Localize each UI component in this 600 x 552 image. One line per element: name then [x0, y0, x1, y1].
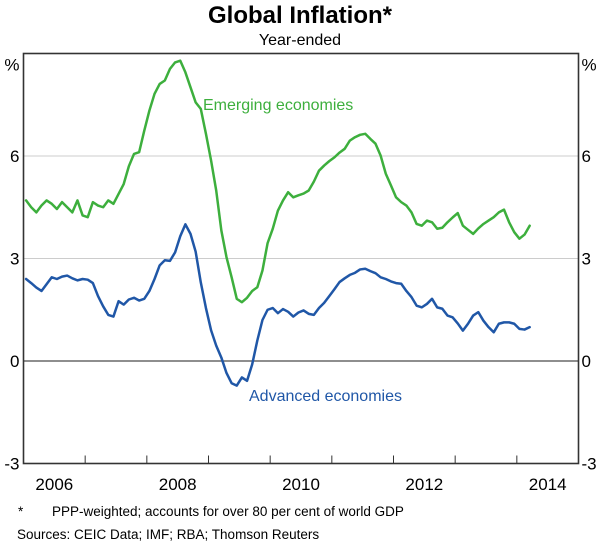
footnote-marker: * — [18, 504, 24, 519]
y-axis-unit-right: % — [582, 56, 597, 75]
emerging-economies-label: Emerging economies — [203, 97, 354, 114]
x-axis-label-2008: 2008 — [159, 475, 197, 494]
x-axis-label-2014: 2014 — [529, 475, 567, 494]
chart-title: Global Inflation* — [208, 2, 392, 29]
footnote-text: PPP-weighted; accounts for over 80 per c… — [52, 504, 404, 519]
y-axis-label-right-3: 3 — [582, 250, 591, 269]
emerging-economies-line — [24, 59, 531, 304]
y-axis-label-left-6: 6 — [10, 147, 19, 166]
advanced-economies-line — [24, 223, 531, 387]
advanced-economies-label: Advanced economies — [249, 388, 402, 405]
x-axis-label-2006: 2006 — [35, 475, 73, 494]
y-axis-label-right--3: -3 — [582, 455, 597, 474]
y-axis-unit-left: % — [4, 56, 19, 75]
plot-frame — [22, 52, 580, 465]
x-axis-label-2012: 2012 — [405, 475, 443, 494]
y-axis-label-left--3: -3 — [4, 455, 19, 474]
x-axis-label-2010: 2010 — [282, 475, 320, 494]
y-axis-label-left-0: 0 — [10, 352, 19, 371]
y-axis-label-left-3: 3 — [10, 250, 19, 269]
sources-text: Sources: CEIC Data; IMF; RBA; Thomson Re… — [17, 527, 320, 542]
chart-subtitle: Year-ended — [258, 32, 342, 49]
y-axis-label-right-6: 6 — [582, 147, 591, 166]
y-axis-label-right-0: 0 — [582, 352, 591, 371]
